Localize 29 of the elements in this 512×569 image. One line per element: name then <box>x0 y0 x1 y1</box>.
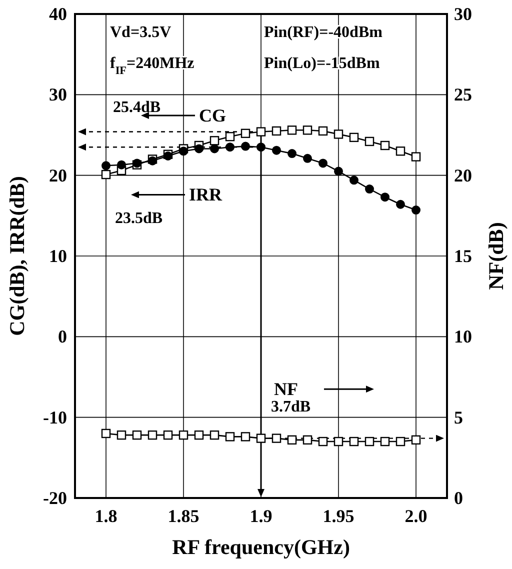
y2-tick-label: 30 <box>454 4 472 24</box>
y2-tick-label: 10 <box>454 326 472 347</box>
y2-tick-label: 25 <box>454 84 472 105</box>
y-tick-label: 10 <box>49 246 67 266</box>
y2-axis-title: NF(dB) <box>484 222 508 290</box>
x-tick-label: 1.8 <box>94 506 118 526</box>
y-axis-title: CG(dB), IRR(dB) <box>5 176 29 336</box>
y-tick-label: 0 <box>58 326 67 347</box>
series-label: NF <box>274 379 298 400</box>
x-tick-label: 1.9 <box>250 506 272 526</box>
annotation: Vd=3.5V <box>110 24 172 41</box>
ref-line-label: 3.7dB <box>271 398 311 416</box>
x-tick-label: 2.0 <box>404 506 428 526</box>
legend-label: CG <box>199 105 226 126</box>
x-tick-label: 1.85 <box>168 506 200 526</box>
y2-tick-label: 0 <box>454 488 463 508</box>
y2-tick-label: 15 <box>454 246 472 266</box>
y-tick-label: 20 <box>49 165 67 186</box>
x-axis-title: RF frequency(GHz) <box>172 535 350 559</box>
ref-line-label: 25.4dB <box>113 98 161 116</box>
y-tick-label: -20 <box>43 488 67 508</box>
y-tick-label: 40 <box>49 4 67 24</box>
annotation: 23.5dB <box>115 210 163 227</box>
y2-tick-label: 5 <box>454 407 463 428</box>
y-tick-label: 30 <box>49 84 67 105</box>
x-tick-label: 1.95 <box>322 506 354 526</box>
y2-tick-label: 20 <box>454 165 472 186</box>
y-tick-label: -10 <box>43 407 67 428</box>
legend-label: IRR <box>189 184 224 205</box>
